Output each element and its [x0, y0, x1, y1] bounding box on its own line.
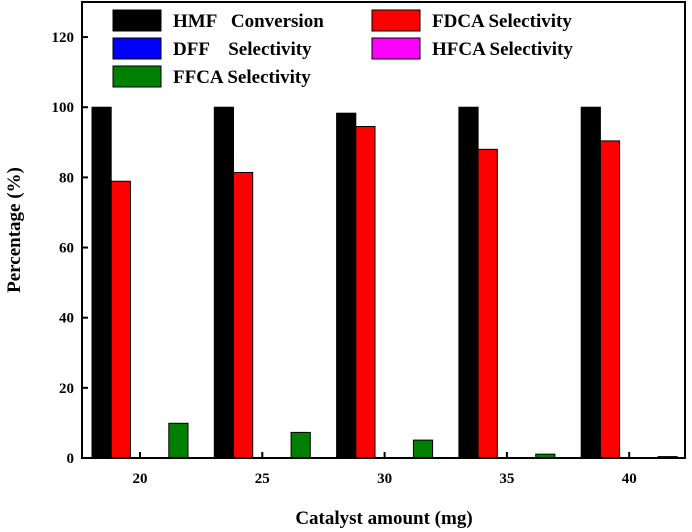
bar	[110, 180, 131, 459]
y-tick-label: 40	[59, 311, 74, 327]
bar	[213, 106, 235, 459]
bar	[580, 106, 601, 459]
legend-swatch	[112, 37, 162, 60]
legend-label: FFCA Selectivity	[173, 67, 311, 88]
legend: HMF Conversion FDCA Selectivity DFF Select…	[112, 9, 573, 88]
legend-label: DFF Selectivity	[173, 39, 312, 60]
bar	[599, 140, 621, 459]
y-tick-label: 80	[59, 170, 74, 186]
bar	[290, 431, 311, 459]
x-tick-label: 25	[255, 471, 270, 487]
bars	[91, 106, 678, 459]
legend-swatch	[112, 9, 162, 32]
x-tick-label: 35	[499, 471, 514, 487]
bar	[355, 126, 376, 459]
x-tick-label: 30	[377, 471, 392, 487]
bar	[233, 171, 254, 459]
legend-swatch	[112, 65, 162, 88]
y-axis-ticks: 0 20 40 60 80 100 120	[52, 30, 88, 467]
bar	[91, 106, 112, 459]
y-tick-label: 100	[52, 100, 75, 116]
plot-frame	[81, 1, 686, 459]
x-tick-label: 20	[133, 471, 148, 487]
y-tick-label: 20	[59, 381, 74, 397]
bar	[336, 112, 357, 459]
x-axis-title: Catalyst amount (mg)	[295, 508, 472, 529]
y-tick-label: 120	[52, 30, 75, 46]
bar	[458, 106, 479, 459]
legend-swatch	[371, 37, 421, 60]
legend-swatch	[371, 9, 421, 32]
bar	[477, 148, 498, 459]
legend-label: FDCA Selectivity	[432, 11, 572, 32]
y-tick-label: 0	[67, 451, 75, 467]
y-tick-label: 60	[59, 241, 74, 257]
x-tick-label: 40	[622, 471, 637, 487]
bar	[412, 439, 434, 459]
y-axis-title: Percentage (%)	[4, 167, 25, 293]
legend-label: HFCA Selectivity	[432, 39, 573, 60]
bar	[168, 422, 189, 459]
legend-label: HMF Conversion	[173, 11, 324, 32]
